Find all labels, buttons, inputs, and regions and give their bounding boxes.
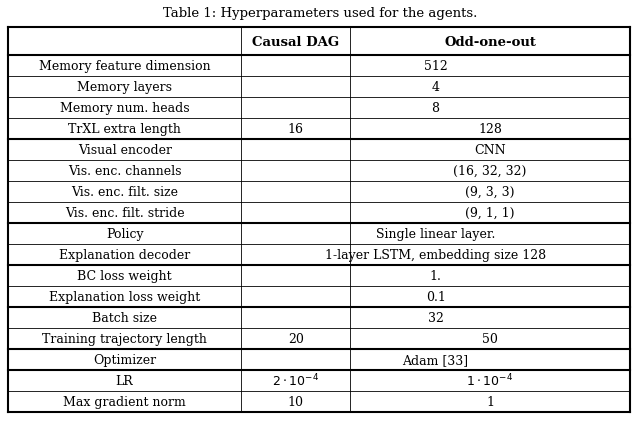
Text: Optimizer: Optimizer bbox=[93, 353, 156, 366]
Text: 4: 4 bbox=[431, 81, 440, 94]
Text: 20: 20 bbox=[288, 332, 303, 345]
Text: Vis. enc. filt. size: Vis. enc. filt. size bbox=[71, 186, 178, 198]
Text: Memory layers: Memory layers bbox=[77, 81, 172, 94]
Text: Memory feature dimension: Memory feature dimension bbox=[39, 60, 211, 73]
Text: 8: 8 bbox=[431, 102, 440, 115]
Text: Visual encoder: Visual encoder bbox=[77, 144, 172, 157]
Text: Table 1: Hyperparameters used for the agents.: Table 1: Hyperparameters used for the ag… bbox=[163, 7, 477, 20]
Text: 0.1: 0.1 bbox=[426, 290, 445, 303]
Text: 1-layer LSTM, embedding size 128: 1-layer LSTM, embedding size 128 bbox=[325, 248, 546, 261]
Text: Explanation loss weight: Explanation loss weight bbox=[49, 290, 200, 303]
Text: Odd-one-out: Odd-one-out bbox=[444, 36, 536, 48]
Text: Training trajectory length: Training trajectory length bbox=[42, 332, 207, 345]
Text: 10: 10 bbox=[287, 395, 303, 408]
Text: Single linear layer.: Single linear layer. bbox=[376, 227, 495, 240]
Text: 50: 50 bbox=[482, 332, 498, 345]
Text: Causal DAG: Causal DAG bbox=[252, 36, 339, 48]
Text: CNN: CNN bbox=[474, 144, 506, 157]
Text: $1 \cdot 10^{-4}$: $1 \cdot 10^{-4}$ bbox=[467, 372, 514, 389]
Text: Policy: Policy bbox=[106, 227, 143, 240]
Text: TrXL extra length: TrXL extra length bbox=[68, 123, 181, 136]
Text: Adam [33]: Adam [33] bbox=[403, 353, 468, 366]
Text: Explanation decoder: Explanation decoder bbox=[59, 248, 190, 261]
Text: BC loss weight: BC loss weight bbox=[77, 270, 172, 283]
Text: Batch size: Batch size bbox=[92, 311, 157, 324]
Text: Memory num. heads: Memory num. heads bbox=[60, 102, 189, 115]
Text: Vis. enc. channels: Vis. enc. channels bbox=[68, 164, 181, 178]
Text: $2 \cdot 10^{-4}$: $2 \cdot 10^{-4}$ bbox=[272, 372, 319, 389]
Text: LR: LR bbox=[116, 374, 134, 387]
Text: (16, 32, 32): (16, 32, 32) bbox=[453, 164, 527, 178]
Text: (9, 3, 3): (9, 3, 3) bbox=[465, 186, 515, 198]
Text: Max gradient norm: Max gradient norm bbox=[63, 395, 186, 408]
Text: Vis. enc. filt. stride: Vis. enc. filt. stride bbox=[65, 207, 184, 220]
Text: 512: 512 bbox=[424, 60, 447, 73]
Text: 1.: 1. bbox=[429, 270, 442, 283]
Text: 128: 128 bbox=[478, 123, 502, 136]
Text: (9, 1, 1): (9, 1, 1) bbox=[465, 207, 515, 220]
Text: 1: 1 bbox=[486, 395, 494, 408]
Text: 16: 16 bbox=[287, 123, 303, 136]
Text: 32: 32 bbox=[428, 311, 444, 324]
